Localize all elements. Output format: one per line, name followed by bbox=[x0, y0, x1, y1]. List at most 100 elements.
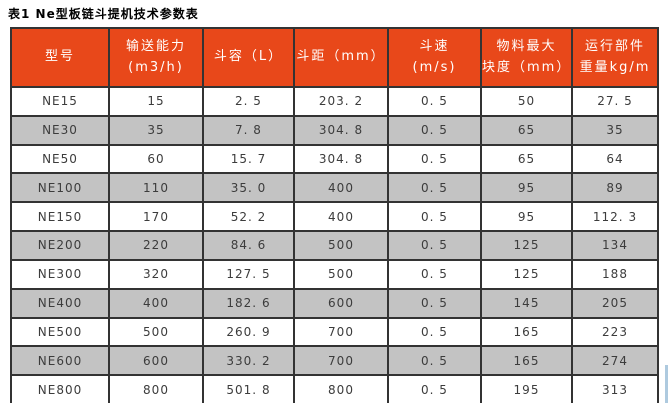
table-row: NE300 320 127. 5 500 0. 5 125 188 bbox=[10, 258, 659, 290]
cell-volume: 84. 6 bbox=[202, 230, 295, 261]
cell-model: NE800 bbox=[10, 374, 110, 403]
cell-lump-size: 95 bbox=[480, 201, 573, 233]
cell-capacity: 600 bbox=[108, 345, 204, 377]
cell-model: NE300 bbox=[10, 258, 110, 290]
header-cell-moving-parts-weight: 运行部件 重量kg/m bbox=[571, 27, 659, 88]
cell-lump-size: 65 bbox=[480, 143, 573, 175]
header-label: 斗距（mm） bbox=[296, 49, 386, 65]
header-cell-max-lump-size: 物料最大 块度（mm） bbox=[480, 27, 573, 88]
cell-lump-size: 165 bbox=[480, 345, 573, 377]
table-row: NE600 600 330. 2 700 0. 5 165 274 bbox=[10, 345, 659, 377]
table-header: 型号 输送能力 (m3/h) 斗容（L） 斗距（mm） 斗速 (m/s) 物料最大块… bbox=[10, 27, 659, 88]
cell-weight: 223 bbox=[571, 316, 659, 348]
cell-volume: 260. 9 bbox=[202, 316, 295, 348]
cell-volume: 2. 5 bbox=[202, 86, 295, 117]
cell-pitch: 700 bbox=[293, 316, 389, 348]
header-label: 物料最大 bbox=[496, 39, 557, 55]
cell-capacity: 170 bbox=[108, 201, 204, 233]
table-row: NE15 15 2. 5 203. 2 0. 5 50 27. 5 bbox=[10, 86, 659, 117]
cell-lump-size: 195 bbox=[480, 374, 573, 403]
cell-speed: 0. 5 bbox=[387, 114, 482, 146]
cell-weight: 27. 5 bbox=[571, 86, 659, 117]
cell-pitch: 600 bbox=[293, 287, 389, 319]
cell-volume: 7. 8 bbox=[202, 114, 295, 146]
cell-capacity: 500 bbox=[108, 316, 204, 348]
cell-weight: 205 bbox=[571, 287, 659, 319]
header-cell-bucket-pitch: 斗距（mm） bbox=[293, 27, 389, 88]
cell-weight: 134 bbox=[571, 230, 659, 261]
cell-speed: 0. 5 bbox=[387, 316, 482, 348]
header-cell-conveying-capacity: 输送能力 (m3/h) bbox=[108, 27, 204, 88]
cell-lump-size: 145 bbox=[480, 287, 573, 319]
cell-pitch: 203. 2 bbox=[293, 86, 389, 117]
cell-pitch: 500 bbox=[293, 230, 389, 261]
cell-model: NE200 bbox=[10, 230, 110, 261]
cell-capacity: 60 bbox=[108, 143, 204, 175]
cell-capacity: 400 bbox=[108, 287, 204, 319]
cell-weight: 188 bbox=[571, 258, 659, 290]
cell-pitch: 400 bbox=[293, 201, 389, 233]
cell-pitch: 800 bbox=[293, 374, 389, 403]
cell-speed: 0. 5 bbox=[387, 374, 482, 403]
header-label: 斗速 bbox=[419, 39, 450, 55]
header-label: 型号 bbox=[44, 49, 75, 65]
cell-speed: 0. 5 bbox=[387, 230, 482, 261]
cell-lump-size: 95 bbox=[480, 172, 573, 204]
cell-volume: 330. 2 bbox=[202, 345, 295, 377]
cell-volume: 501. 8 bbox=[202, 374, 295, 403]
cell-capacity: 320 bbox=[108, 258, 204, 290]
cell-speed: 0. 5 bbox=[387, 287, 482, 319]
cell-speed: 0. 5 bbox=[387, 345, 482, 377]
cell-pitch: 500 bbox=[293, 258, 389, 290]
table-row: NE30 35 7. 8 304. 8 0. 5 65 35 bbox=[10, 114, 659, 146]
header-label: 输送能力 bbox=[125, 39, 186, 55]
right-edge-artifact bbox=[665, 365, 668, 403]
cell-weight: 35 bbox=[571, 114, 659, 146]
header-cell-model: 型号 bbox=[10, 27, 110, 88]
cell-lump-size: 125 bbox=[480, 258, 573, 290]
cell-weight: 112. 3 bbox=[571, 201, 659, 233]
cell-speed: 0. 5 bbox=[387, 258, 482, 290]
cell-speed: 0. 5 bbox=[387, 201, 482, 233]
cell-weight: 89 bbox=[571, 172, 659, 204]
header-cell-bucket-speed: 斗速 (m/s) bbox=[387, 27, 482, 88]
cell-speed: 0. 5 bbox=[387, 172, 482, 204]
table-row: NE800 800 501. 8 800 0. 5 195 313 bbox=[10, 374, 659, 403]
cell-pitch: 400 bbox=[293, 172, 389, 204]
cell-capacity: 35 bbox=[108, 114, 204, 146]
cell-model: NE30 bbox=[10, 114, 110, 146]
cell-weight: 274 bbox=[571, 345, 659, 377]
cell-speed: 0. 5 bbox=[387, 86, 482, 117]
cell-model: NE50 bbox=[10, 143, 110, 175]
table-body: NE15 15 2. 5 203. 2 0. 5 50 27. 5 NE30 35 7. 8 30… bbox=[10, 86, 659, 403]
cell-pitch: 700 bbox=[293, 345, 389, 377]
table-title: 表1 Ne型板链斗提机技术参数表 bbox=[8, 7, 199, 21]
cell-volume: 52. 2 bbox=[202, 201, 295, 233]
cell-speed: 0. 5 bbox=[387, 143, 482, 175]
cell-lump-size: 65 bbox=[480, 114, 573, 146]
cell-model: NE150 bbox=[10, 201, 110, 233]
cell-model: NE500 bbox=[10, 316, 110, 348]
table-row: NE150 170 52. 2 400 0. 5 95 112. 3 bbox=[10, 201, 659, 233]
table-row: NE400 400 182. 6 600 0. 5 145 205 bbox=[10, 287, 659, 319]
header-cell-bucket-volume: 斗容（L） bbox=[202, 27, 295, 88]
cell-model: NE100 bbox=[10, 172, 110, 204]
cell-lump-size: 125 bbox=[480, 230, 573, 261]
header-row: 型号 输送能力 (m3/h) 斗容（L） 斗距（mm） 斗速 (m/s) 物料最大块… bbox=[10, 27, 659, 88]
cell-capacity: 15 bbox=[108, 86, 204, 117]
cell-lump-size: 50 bbox=[480, 86, 573, 117]
cell-volume: 127. 5 bbox=[202, 258, 295, 290]
table-row: NE500 500 260. 9 700 0. 5 165 223 bbox=[10, 316, 659, 348]
table-row: NE200 220 84. 6 500 0. 5 125 134 bbox=[10, 230, 659, 261]
cell-model: NE15 bbox=[10, 86, 110, 117]
cell-volume: 15. 7 bbox=[202, 143, 295, 175]
cell-lump-size: 165 bbox=[480, 316, 573, 348]
table-row: NE50 60 15. 7 304. 8 0. 5 65 64 bbox=[10, 143, 659, 175]
cell-volume: 182. 6 bbox=[202, 287, 295, 319]
table-row: NE100 110 35. 0 400 0. 5 95 89 bbox=[10, 172, 659, 204]
cell-capacity: 220 bbox=[108, 230, 204, 261]
cell-weight: 64 bbox=[571, 143, 659, 175]
cell-pitch: 304. 8 bbox=[293, 143, 389, 175]
cell-model: NE600 bbox=[10, 345, 110, 377]
